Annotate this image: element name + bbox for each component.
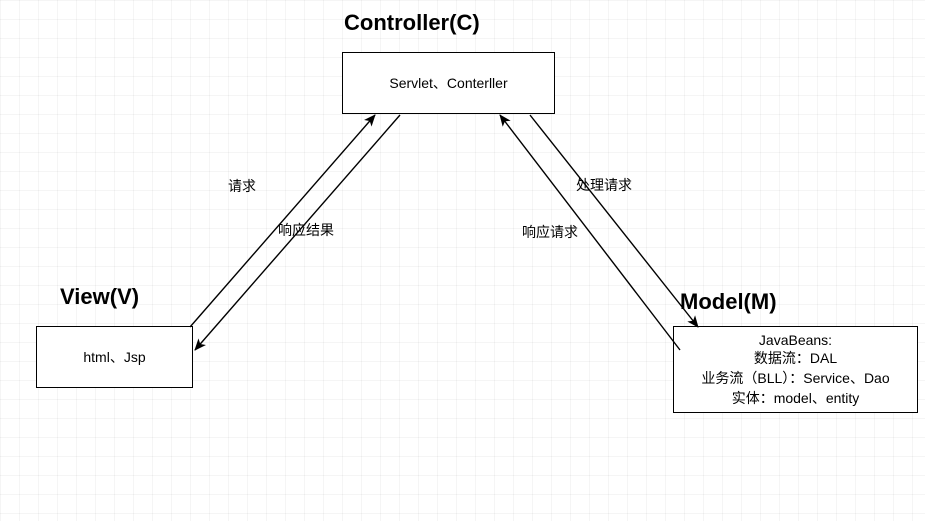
controller-node-text: Servlet、Conterller: [389, 73, 507, 93]
controller-node: Servlet、Conterller: [342, 52, 555, 114]
view-node-text: html、Jsp: [83, 347, 145, 367]
controller-title: Controller(C): [344, 10, 480, 36]
edge-label-response-left: 响应结果: [278, 220, 334, 240]
model-node-line-4: 实体：model、entity: [732, 388, 860, 408]
edge-label-process-right: 处理请求: [576, 175, 632, 195]
model-title: Model(M): [680, 289, 777, 315]
view-node: html、Jsp: [36, 326, 193, 388]
model-node-line-2: 数据流：DAL: [754, 348, 837, 368]
edge-label-response-right: 响应请求: [522, 222, 578, 242]
model-node: JavaBeans: 数据流：DAL 业务流（BLL）：Service、Dao …: [673, 326, 918, 413]
edge-label-request-left: 请求: [228, 176, 256, 196]
view-title: View(V): [60, 284, 139, 310]
model-node-line-3: 业务流（BLL）：Service、Dao: [701, 368, 889, 388]
model-node-line-1: JavaBeans:: [759, 332, 832, 348]
